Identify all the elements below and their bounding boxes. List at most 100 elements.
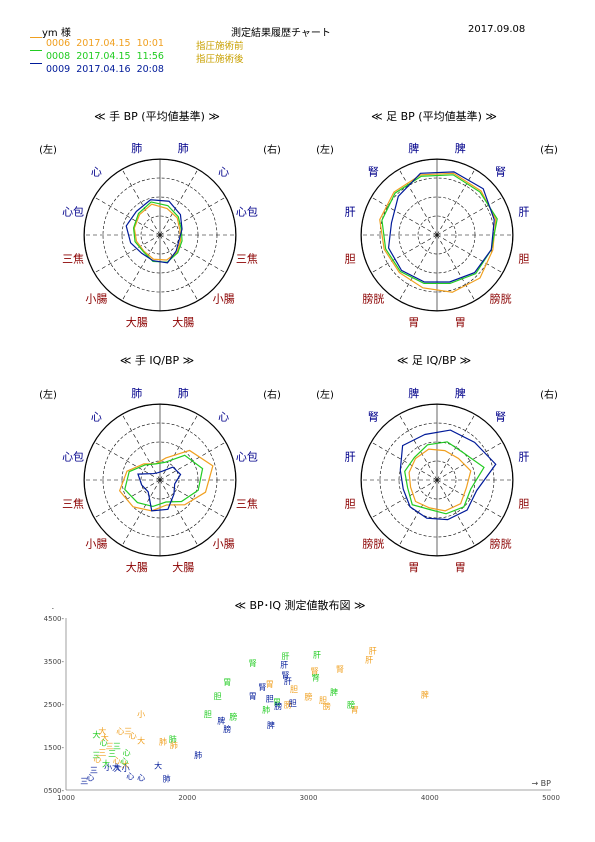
scatter-point: 大 bbox=[154, 761, 162, 771]
radar-spoke bbox=[436, 234, 476, 301]
scatter-point: 腎 bbox=[281, 671, 289, 680]
legend-item: 0006 2017.04.15 10:01 指圧施術前 bbox=[30, 37, 250, 52]
radar-axis-label: 膀胱 bbox=[490, 537, 512, 551]
radar-axis-label: 小腸 bbox=[213, 293, 235, 306]
radar-series-0008 bbox=[381, 174, 498, 285]
radar-spoke bbox=[436, 479, 476, 546]
scatter-point: 肝 bbox=[313, 651, 321, 660]
radar-axis-label: 大腸 bbox=[172, 560, 194, 574]
scatter-point: 脾 bbox=[217, 715, 225, 725]
scatter-point: 大 bbox=[121, 760, 129, 770]
radar-axis-label: 肝 bbox=[518, 451, 529, 464]
scatter-point: 心 bbox=[120, 757, 128, 766]
scatter-point: 胆 bbox=[319, 696, 327, 705]
radar-axis-label: 胃 bbox=[455, 316, 466, 329]
radar-axis-label: 心 bbox=[91, 165, 102, 178]
chart-title-scatter: ≪ BP･IQ 測定値散布図 ≫ bbox=[234, 599, 366, 612]
radar-spoke bbox=[398, 169, 438, 236]
radar-spoke bbox=[371, 441, 438, 481]
side-label-right: (右) bbox=[540, 388, 558, 401]
radar-axis-label: 心包 bbox=[62, 451, 84, 464]
scatter-point: 肝 bbox=[281, 652, 289, 661]
x-tick-label: 4000 bbox=[421, 794, 439, 802]
scatter-point: 大 bbox=[98, 726, 106, 736]
scatter-point: 脾 bbox=[421, 690, 429, 700]
scatter-point: 三 bbox=[90, 766, 98, 775]
radar-spoke bbox=[121, 169, 161, 236]
scatter-point: 胃 bbox=[273, 698, 281, 707]
radar-spoke bbox=[371, 479, 438, 519]
radar-series-0009 bbox=[387, 171, 495, 283]
scatter-point: 腎 bbox=[258, 683, 266, 692]
scatter-point: 肝 bbox=[284, 677, 292, 686]
legend-time: 20:08 bbox=[136, 64, 164, 75]
side-label-left: (左) bbox=[316, 143, 334, 156]
scatter-point: 腎 bbox=[249, 659, 257, 668]
scatter-point: 膀 bbox=[347, 699, 355, 709]
side-label-left: (左) bbox=[39, 388, 57, 401]
scatter-point: 肺 bbox=[163, 774, 171, 783]
radar-axis-label: 膀胱 bbox=[362, 537, 384, 551]
radar-ring bbox=[140, 215, 180, 255]
scatter-point: 心三 bbox=[116, 727, 132, 736]
radar-spoke bbox=[371, 234, 438, 274]
scatter-point: 三 bbox=[80, 777, 88, 786]
scatter-point: 大 bbox=[102, 758, 110, 768]
chart-title-foot-bp: ≪ 足 BP (平均値基準) ≫ bbox=[371, 110, 497, 123]
scatter-point: 大 bbox=[92, 730, 100, 740]
radar-axis-label: 胃 bbox=[455, 561, 466, 574]
legend-note: 指圧施術前 bbox=[195, 41, 244, 52]
x-tick-label: 3000 bbox=[300, 794, 318, 802]
radar-series-0006 bbox=[408, 448, 472, 512]
scatter-point: 腎 bbox=[336, 665, 344, 674]
scatter-point: 胆 bbox=[290, 685, 298, 694]
scatter-point: 心 bbox=[137, 774, 145, 783]
legend-date: 2017.04.15 bbox=[76, 38, 131, 49]
scatter-point: 膀 bbox=[274, 701, 282, 711]
radar-axis-label: 肝 bbox=[518, 206, 529, 219]
scatter-bp-iq: 0500- 1500- 2500- 3500- 4500- 1000 2000 3000 400… bbox=[44, 608, 560, 802]
scatter-point: 膀 bbox=[284, 699, 292, 709]
radar-axis-label: 心 bbox=[91, 410, 102, 423]
legend-time: 11:56 bbox=[136, 51, 164, 62]
scatter-point: 心 bbox=[100, 739, 108, 748]
scatter-point: 心 bbox=[94, 755, 102, 764]
y-tick-label: 1500- bbox=[44, 744, 65, 752]
radar-axis-label: 腎 bbox=[495, 165, 506, 178]
radar-spoke bbox=[159, 196, 226, 236]
scatter-point: 三 bbox=[106, 742, 114, 751]
radar-ring bbox=[417, 215, 457, 255]
radar-spoke bbox=[436, 479, 503, 519]
radar-spoke bbox=[121, 414, 161, 481]
radar-axis-label: 胆 bbox=[518, 252, 529, 265]
x-axis-label: → BP bbox=[531, 779, 551, 788]
radar-spoke bbox=[436, 169, 476, 236]
radar-series-0006 bbox=[379, 172, 497, 293]
report-date: 2017.09.08 bbox=[468, 24, 526, 35]
radar-axis-label: 心包 bbox=[236, 206, 258, 219]
radar-axis-label: 膀胱 bbox=[490, 292, 512, 306]
scatter-point: 膀 bbox=[323, 701, 331, 711]
radar-axis-label: 腎 bbox=[495, 410, 506, 423]
radar-axis-label: 大腸 bbox=[126, 560, 148, 574]
scatter-point: 三 bbox=[113, 742, 121, 751]
radar-spoke bbox=[398, 234, 438, 301]
scatter-point: 三 bbox=[98, 749, 106, 758]
radar-axis-label: 脾 bbox=[408, 386, 419, 400]
legend-note: 指圧施術後 bbox=[195, 54, 244, 65]
radar-series-0009 bbox=[399, 429, 497, 521]
side-label-right: (右) bbox=[263, 388, 281, 401]
side-label-right: (右) bbox=[540, 143, 558, 156]
radar-axis-label: 小腸 bbox=[85, 538, 107, 551]
radar-axis-label: 肺 bbox=[178, 142, 189, 155]
scatter-point: 肺 bbox=[194, 751, 202, 760]
scatter-point: 小 bbox=[137, 710, 145, 719]
x-tick-label: 2000 bbox=[178, 794, 196, 802]
radar-axis-label: 胆 bbox=[518, 497, 529, 510]
chart-title-hand-bp: ≪ 手 BP (平均値基準) ≫ bbox=[94, 110, 220, 123]
radar-axis-label: 三焦 bbox=[236, 252, 258, 265]
radar-axis-label: 脾 bbox=[408, 141, 419, 155]
radar-spoke bbox=[436, 441, 503, 481]
